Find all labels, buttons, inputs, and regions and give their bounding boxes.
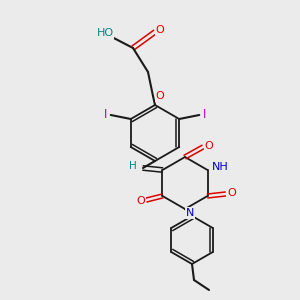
Text: NH: NH <box>212 162 229 172</box>
Text: I: I <box>104 107 107 121</box>
Text: O: O <box>136 196 145 206</box>
Text: O: O <box>156 25 164 35</box>
Text: I: I <box>202 107 206 121</box>
Text: HO: HO <box>96 28 114 38</box>
Text: O: O <box>227 188 236 198</box>
Text: H: H <box>129 161 137 171</box>
Text: O: O <box>205 141 213 151</box>
Text: N: N <box>186 208 194 218</box>
Text: O: O <box>156 91 164 101</box>
